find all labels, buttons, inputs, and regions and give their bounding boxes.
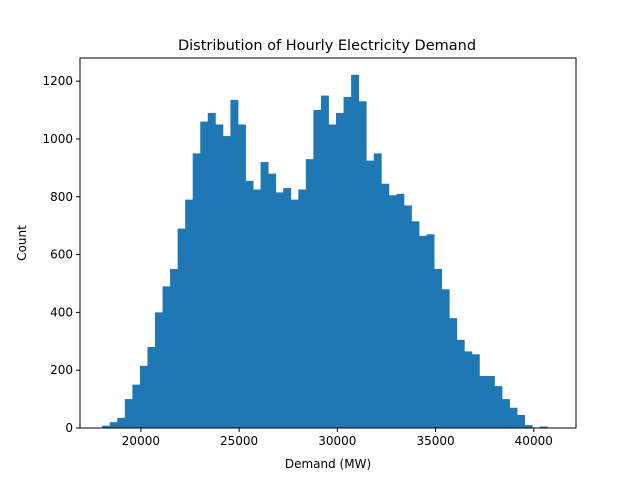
histogram-bar bbox=[501, 399, 510, 428]
histogram-bar bbox=[230, 99, 239, 428]
histogram-bar bbox=[388, 195, 397, 428]
histogram-bar bbox=[102, 425, 111, 428]
histogram-bar bbox=[434, 269, 443, 428]
histogram-bar bbox=[305, 159, 314, 429]
histogram-bar bbox=[162, 286, 171, 428]
histogram-bar bbox=[139, 365, 148, 428]
histogram-bar bbox=[419, 235, 427, 428]
histogram-bar bbox=[351, 74, 360, 429]
x-tick-label: 35000 bbox=[416, 434, 454, 448]
histogram-bar bbox=[426, 234, 435, 428]
histogram-bar bbox=[441, 289, 450, 428]
x-tick-label: 25000 bbox=[220, 434, 258, 448]
x-tick-label: 30000 bbox=[318, 434, 356, 448]
histogram-bar bbox=[396, 193, 405, 428]
histogram-bars bbox=[102, 74, 548, 429]
histogram-bar bbox=[517, 414, 526, 428]
histogram-bar bbox=[253, 189, 261, 428]
histogram-bar bbox=[343, 97, 352, 429]
histogram-bar bbox=[215, 124, 224, 428]
histogram-bar bbox=[449, 318, 458, 428]
histogram-bar bbox=[117, 417, 126, 428]
histogram-bar bbox=[207, 112, 216, 429]
histogram-bar bbox=[155, 312, 163, 429]
chart-title: Distribution of Hourly Electricity Deman… bbox=[178, 38, 476, 54]
histogram-bar bbox=[132, 384, 141, 428]
y-tick-label: 800 bbox=[50, 190, 73, 204]
histogram-bar bbox=[237, 124, 246, 428]
y-tick-label: 1200 bbox=[42, 74, 73, 88]
histogram-bar bbox=[509, 407, 518, 428]
histogram-bar bbox=[464, 351, 473, 428]
histogram-bar bbox=[336, 112, 344, 429]
histogram-bar bbox=[403, 205, 412, 428]
histogram-bar bbox=[494, 386, 503, 428]
histogram-bar bbox=[456, 339, 465, 428]
histogram-bar bbox=[245, 180, 254, 428]
histogram-bar bbox=[486, 375, 495, 428]
x-axis-label: Demand (MW) bbox=[285, 457, 371, 471]
y-tick-label: 400 bbox=[50, 305, 73, 319]
y-tick-label: 1000 bbox=[42, 132, 73, 146]
histogram-bar bbox=[479, 375, 488, 428]
histogram-bar bbox=[471, 354, 480, 428]
y-tick-label: 200 bbox=[50, 363, 73, 377]
histogram-bar bbox=[539, 426, 548, 428]
histogram-bar bbox=[268, 173, 277, 429]
x-tick-label: 20000 bbox=[122, 434, 160, 448]
histogram-bar bbox=[381, 183, 390, 428]
histogram-bar bbox=[192, 153, 201, 428]
histogram-bar bbox=[366, 160, 375, 428]
x-tick-label: 40000 bbox=[515, 434, 553, 448]
histogram-bar bbox=[313, 110, 322, 428]
histogram-bar bbox=[260, 162, 269, 428]
y-axis-label: Count bbox=[15, 225, 29, 261]
y-axis-ticks: 0 200 400 600 800 1000 1200 bbox=[42, 74, 80, 435]
histogram-bar bbox=[328, 124, 337, 428]
histogram-bar bbox=[170, 269, 179, 428]
histogram-bar bbox=[109, 422, 118, 428]
y-tick-label: 600 bbox=[50, 248, 73, 262]
histogram-bar bbox=[124, 399, 133, 428]
histogram-bar bbox=[320, 95, 329, 428]
histogram-bar bbox=[298, 189, 307, 428]
histogram-bar bbox=[222, 136, 231, 429]
histogram-bar bbox=[185, 199, 194, 428]
histogram-bar bbox=[200, 121, 209, 428]
plot-frame bbox=[79, 57, 577, 429]
y-tick-label: 0 bbox=[65, 421, 73, 435]
histogram-bar bbox=[177, 228, 186, 428]
histogram-bar bbox=[411, 221, 420, 428]
histogram-bar bbox=[283, 188, 292, 428]
histogram-bar bbox=[524, 425, 533, 428]
histogram-bar bbox=[275, 192, 284, 428]
histogram-bar bbox=[290, 199, 299, 428]
x-axis-ticks: 20000 25000 30000 35000 40000 bbox=[122, 428, 553, 448]
histogram-bar bbox=[373, 153, 382, 428]
histogram-bar bbox=[147, 347, 156, 428]
histogram-bar bbox=[358, 101, 367, 429]
